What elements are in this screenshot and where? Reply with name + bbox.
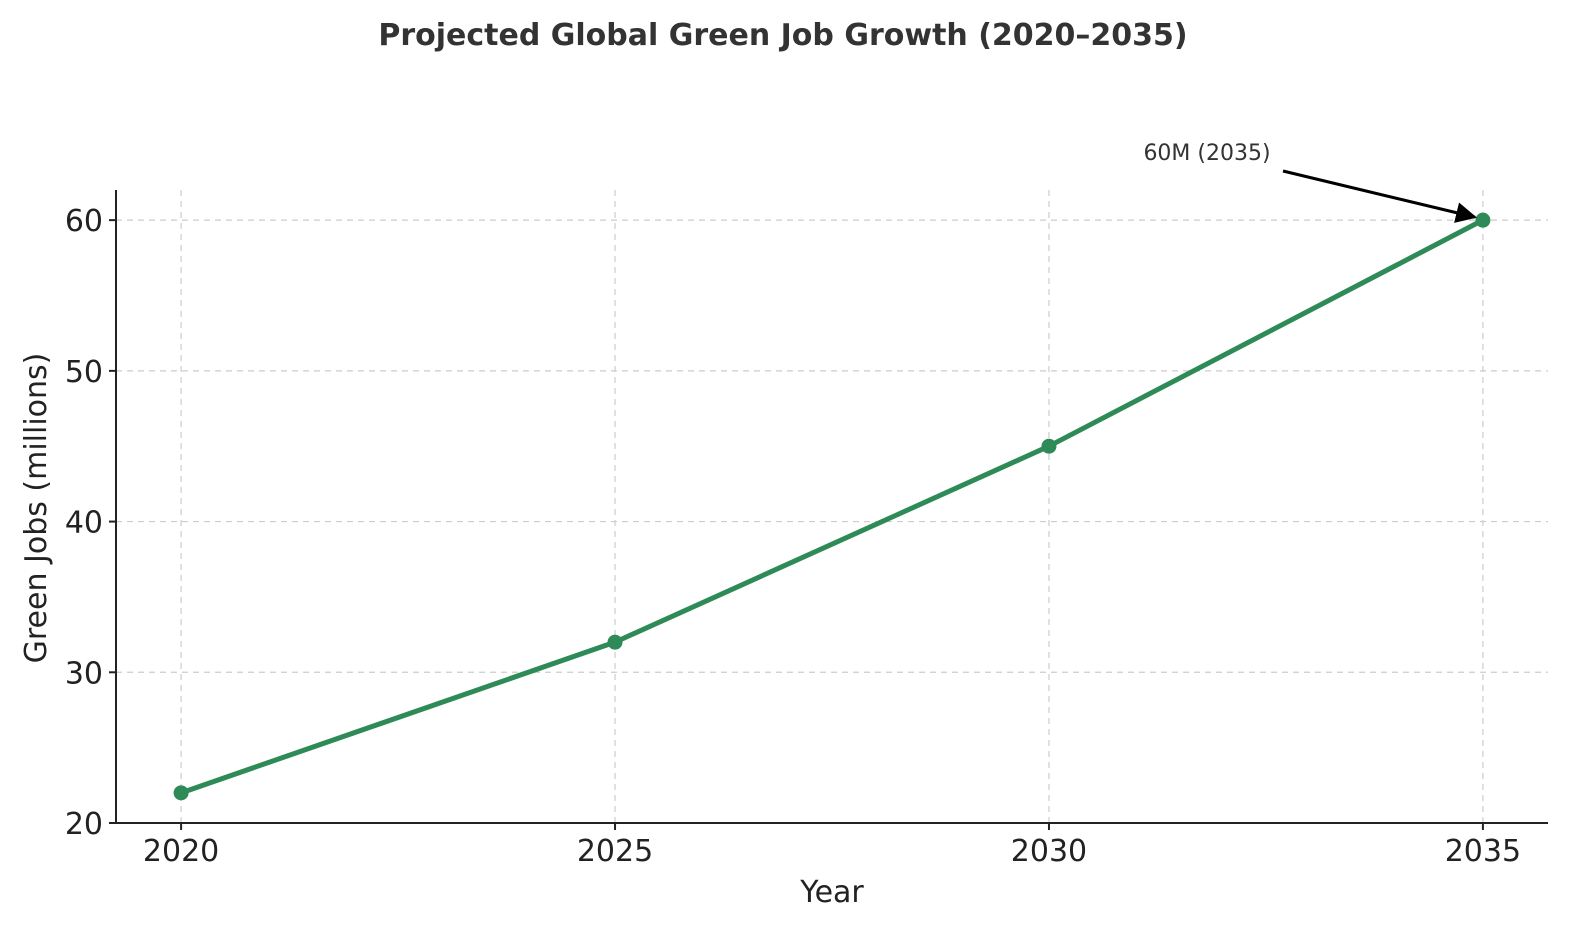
y-tick-label-20: 20 xyxy=(65,807,103,842)
y-tick-label-50: 50 xyxy=(65,355,103,390)
series-line-0 xyxy=(178,217,1486,796)
x-tick-label-2035: 2035 xyxy=(1445,834,1521,869)
x-axis-label: Year xyxy=(799,875,864,910)
data-series xyxy=(173,212,1491,801)
data-point-2020 xyxy=(173,785,189,801)
grid xyxy=(116,190,1548,823)
data-point-2035 xyxy=(1475,212,1491,228)
data-point-2025 xyxy=(607,634,623,650)
y-tick-label-40: 40 xyxy=(65,506,103,541)
x-tick-label-2030: 2030 xyxy=(1011,834,1087,869)
x-tick-label-2025: 2025 xyxy=(577,834,653,869)
axes xyxy=(115,190,1548,824)
data-point-2030 xyxy=(1041,438,1057,454)
chart-title: Projected Global Green Job Growth (2020–… xyxy=(378,18,1187,53)
y-axis-label: Green Jobs (millions) xyxy=(19,353,54,664)
annotation-label: 60M (2035) xyxy=(1143,141,1270,166)
y-tick-label-30: 30 xyxy=(65,656,103,691)
annotation-arrow xyxy=(1282,169,1477,223)
y-tick-label-60: 60 xyxy=(65,204,103,239)
annotation: 60M (2035) xyxy=(1143,141,1477,223)
x-tick-label-2020: 2020 xyxy=(143,834,219,869)
